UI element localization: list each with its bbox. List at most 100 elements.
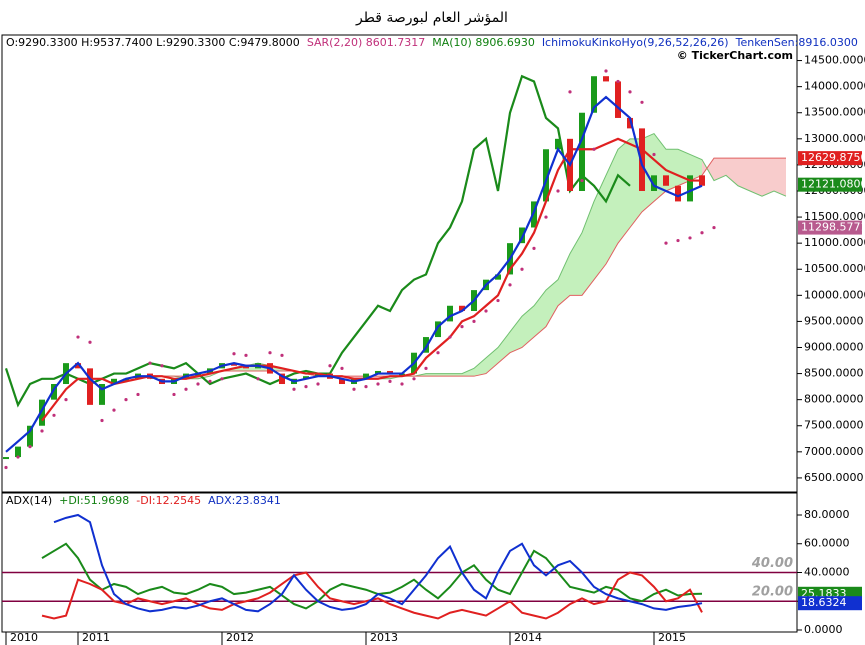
sar-dot xyxy=(148,361,152,365)
cloud xyxy=(714,158,726,181)
sar-dot xyxy=(52,413,56,417)
y-tick-label: 9500.0000 xyxy=(804,314,864,327)
sar-dot xyxy=(652,152,656,157)
candle xyxy=(687,175,693,202)
cloud xyxy=(762,158,774,197)
candle xyxy=(279,373,285,385)
cloud xyxy=(510,316,522,353)
sar-dot xyxy=(268,351,272,355)
candle xyxy=(579,112,585,191)
sar-dot xyxy=(580,178,584,183)
cloud xyxy=(462,368,474,377)
candle xyxy=(375,370,381,374)
candle xyxy=(243,365,249,369)
copyright: © TickerChart.com xyxy=(677,49,793,62)
value-box-label: 12629.8750 xyxy=(801,151,865,164)
candle xyxy=(459,305,465,311)
sar-dot xyxy=(448,335,452,339)
cloud xyxy=(546,279,558,327)
sar-dot xyxy=(4,465,8,470)
y-tick-label: 14000.0000 xyxy=(804,80,865,93)
candle xyxy=(75,363,81,369)
sar-dot xyxy=(544,215,548,219)
sar-dot xyxy=(424,366,428,370)
y-tick-label: 8500.0000 xyxy=(804,367,864,380)
y-tick-label: 7000.0000 xyxy=(804,445,864,458)
sar-dot xyxy=(400,382,404,386)
value-box-label: 18.6324 xyxy=(801,596,847,609)
cloud xyxy=(498,331,510,364)
sar-dot xyxy=(568,90,572,94)
sar-dot xyxy=(628,90,632,94)
sar-dot xyxy=(412,377,416,381)
cloud xyxy=(438,373,450,377)
sar-dot xyxy=(352,387,356,391)
sar-dot xyxy=(88,340,92,344)
cloud xyxy=(594,175,606,280)
cloud xyxy=(450,373,462,377)
cloud xyxy=(522,305,534,348)
y-tick-label: 40.0000 xyxy=(804,565,850,578)
x-tick-label: 2010 xyxy=(10,631,38,644)
value-box xyxy=(798,220,862,235)
candle xyxy=(651,175,657,191)
indicator-line xyxy=(5,95,703,453)
plot xyxy=(2,513,797,620)
y-tick-label: 11000.0000 xyxy=(804,236,865,249)
candle xyxy=(495,274,501,280)
candle xyxy=(363,373,369,379)
sar-dot xyxy=(172,392,176,397)
candle xyxy=(639,128,645,191)
x-tick-label: 2012 xyxy=(226,631,254,644)
sar-dot xyxy=(196,382,200,386)
sar-dot xyxy=(136,392,140,397)
y-tick-label: 80.0000 xyxy=(804,508,850,521)
price-panel xyxy=(1,34,798,493)
y-tick-label: 10500.0000 xyxy=(804,262,865,275)
sar-dot xyxy=(292,387,296,391)
candle xyxy=(591,76,597,113)
sar-dot xyxy=(520,267,524,271)
sar-dot xyxy=(304,385,308,389)
header-text: ADX(14) xyxy=(6,494,52,507)
x-tick-label: 2015 xyxy=(658,631,686,644)
cloud-edge xyxy=(150,157,786,377)
sar-dot xyxy=(496,298,500,303)
header-text: ADX:23.8341 xyxy=(208,494,281,507)
sar-dot xyxy=(280,353,284,357)
cloud xyxy=(750,158,762,197)
y-tick-label: 0.0000 xyxy=(804,623,843,636)
value-box-label: 11298.5771 xyxy=(801,221,865,234)
adx-panel xyxy=(1,492,798,633)
sar-dot xyxy=(328,364,332,368)
y-tick-label: 14500.0000 xyxy=(804,54,865,67)
value-box xyxy=(798,596,862,611)
y-tick-label: 9000.0000 xyxy=(804,340,864,353)
y-tick-label: 13000.0000 xyxy=(804,132,865,145)
candle xyxy=(87,368,93,405)
sar-dot xyxy=(604,69,608,73)
y-tick-label: 8000.0000 xyxy=(804,393,864,406)
sar-dot xyxy=(40,429,44,433)
sar-dot xyxy=(484,309,488,313)
candle xyxy=(603,76,609,82)
cloud xyxy=(558,253,570,306)
candle xyxy=(15,446,21,458)
cloud xyxy=(726,158,738,186)
y-tick-label: 10000.0000 xyxy=(804,288,865,301)
plot xyxy=(3,69,787,470)
sar-dot xyxy=(232,352,236,356)
candle xyxy=(627,117,633,129)
cloud xyxy=(582,201,594,296)
candle xyxy=(675,185,681,202)
candle xyxy=(231,363,237,366)
candle xyxy=(111,378,117,385)
sar-dot xyxy=(220,377,224,381)
sar-dot xyxy=(64,398,68,402)
candle xyxy=(39,399,45,426)
cloud xyxy=(774,158,786,197)
candle xyxy=(51,384,57,400)
sar-dot xyxy=(712,225,716,230)
header-text: TenkenSen:8916.0300 xyxy=(735,36,858,49)
